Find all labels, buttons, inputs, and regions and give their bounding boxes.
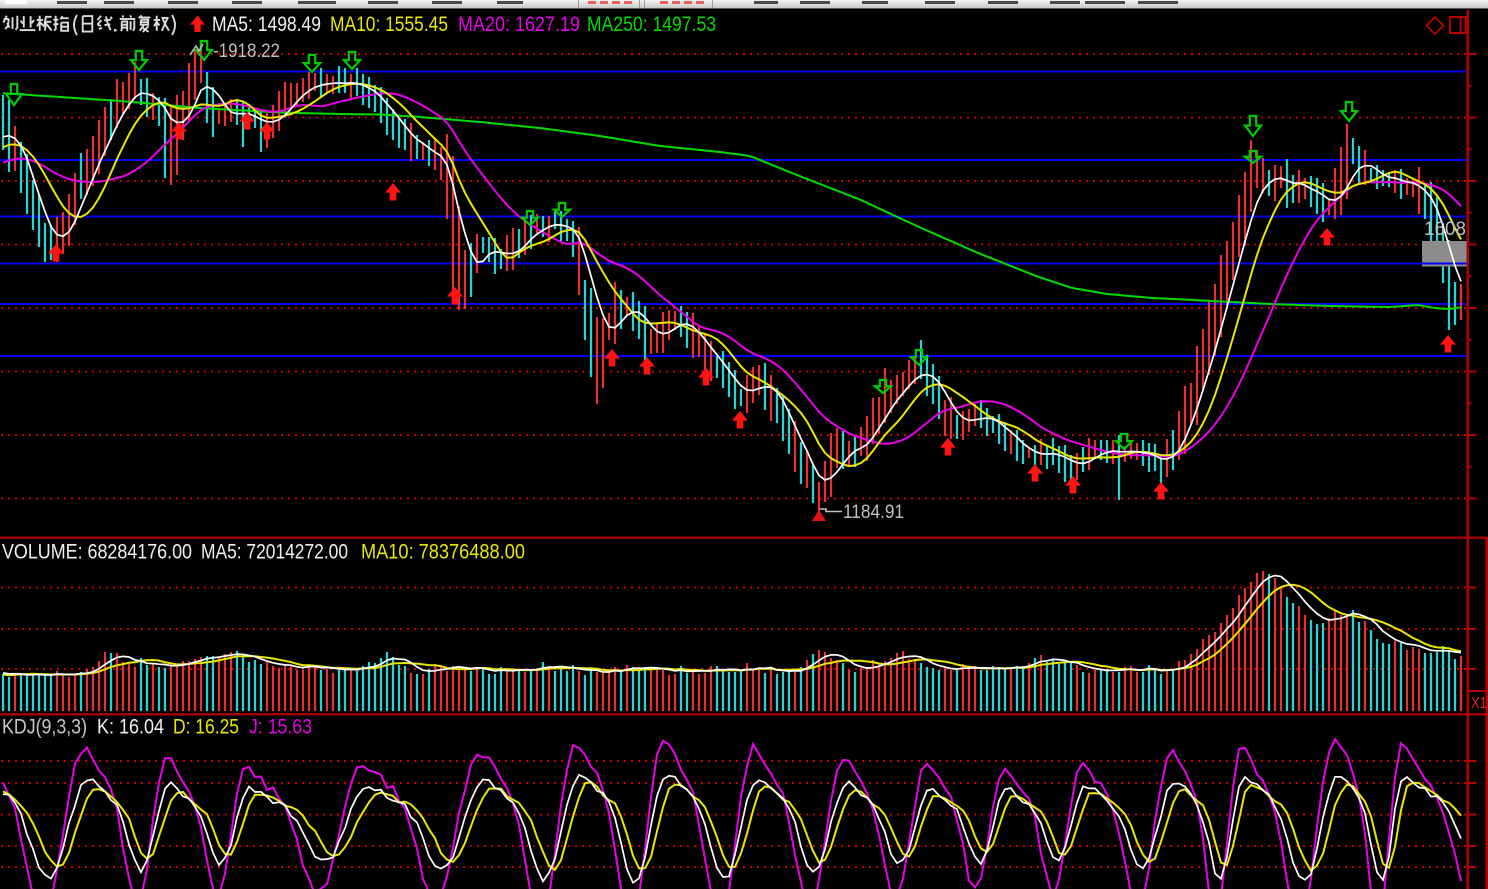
svg-text:X1: X1 bbox=[1471, 695, 1487, 712]
svg-text:K: 16.04: K: 16.04 bbox=[97, 716, 164, 739]
svg-text:MA20: 1627.19: MA20: 1627.19 bbox=[458, 13, 580, 36]
svg-text:MA5: 1498.49: MA5: 1498.49 bbox=[212, 13, 321, 36]
svg-text:KDJ(9,3,3): KDJ(9,3,3) bbox=[2, 716, 87, 739]
svg-text:MA5: 72014272.00: MA5: 72014272.00 bbox=[201, 541, 348, 564]
svg-text:VOLUME: 68284176.00: VOLUME: 68284176.00 bbox=[2, 541, 192, 564]
svg-text:1184.91: 1184.91 bbox=[843, 502, 904, 523]
svg-text:1608: 1608 bbox=[1424, 219, 1466, 240]
svg-text:D: 16.25: D: 16.25 bbox=[173, 716, 239, 739]
svg-text:J: 15.63: J: 15.63 bbox=[249, 716, 312, 739]
svg-text:MA10: 78376488.00: MA10: 78376488.00 bbox=[361, 541, 525, 564]
svg-text:MA10: 1555.45: MA10: 1555.45 bbox=[330, 13, 448, 36]
svg-text:MA250: 1497.53: MA250: 1497.53 bbox=[587, 13, 716, 36]
svg-text:-1918.22: -1918.22 bbox=[213, 41, 280, 62]
